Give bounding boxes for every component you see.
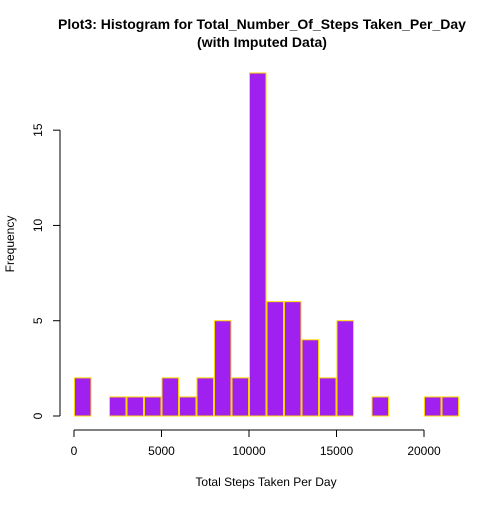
histogram-bar: [284, 301, 302, 417]
x-tick-label: 5000: [148, 444, 175, 458]
y-axis-label: Frequency: [3, 216, 17, 273]
histogram-bar: [424, 396, 442, 417]
x-tick-label: 0: [71, 444, 78, 458]
y-tick-label: 0: [31, 412, 45, 419]
histogram-bar: [126, 396, 144, 417]
histogram-bar: [231, 377, 249, 417]
histogram-bar: [371, 396, 389, 417]
y-axis: 0 5 10 15: [31, 123, 61, 419]
histogram-bar: [214, 320, 232, 417]
histogram-bar: [196, 377, 214, 417]
histogram-bar: [336, 320, 354, 417]
y-tick-label: 10: [31, 218, 45, 232]
histogram-bar: [319, 377, 337, 417]
histogram-bar: [249, 72, 267, 417]
chart-subtitle: (with Imputed Data): [197, 34, 327, 50]
bars-group: [74, 72, 459, 417]
chart-title: Plot3: Histogram for Total_Number_Of_Ste…: [58, 16, 466, 32]
histogram-bar: [441, 396, 459, 417]
histogram-bar: [74, 377, 92, 417]
x-axis: 0 5000 10000 15000 20000: [71, 429, 441, 458]
histogram-bar: [161, 377, 179, 417]
histogram-bar: [179, 396, 197, 417]
y-tick-label: 15: [31, 123, 45, 137]
histogram-bar: [109, 396, 127, 417]
y-tick-label: 5: [31, 317, 45, 324]
histogram-bar: [144, 396, 162, 417]
x-tick-label: 15000: [320, 444, 354, 458]
x-tick-label: 10000: [232, 444, 266, 458]
histogram-bar: [266, 301, 284, 417]
x-tick-label: 20000: [407, 444, 441, 458]
histogram-bar: [301, 339, 319, 417]
x-axis-label: Total Steps Taken Per Day: [195, 475, 336, 489]
